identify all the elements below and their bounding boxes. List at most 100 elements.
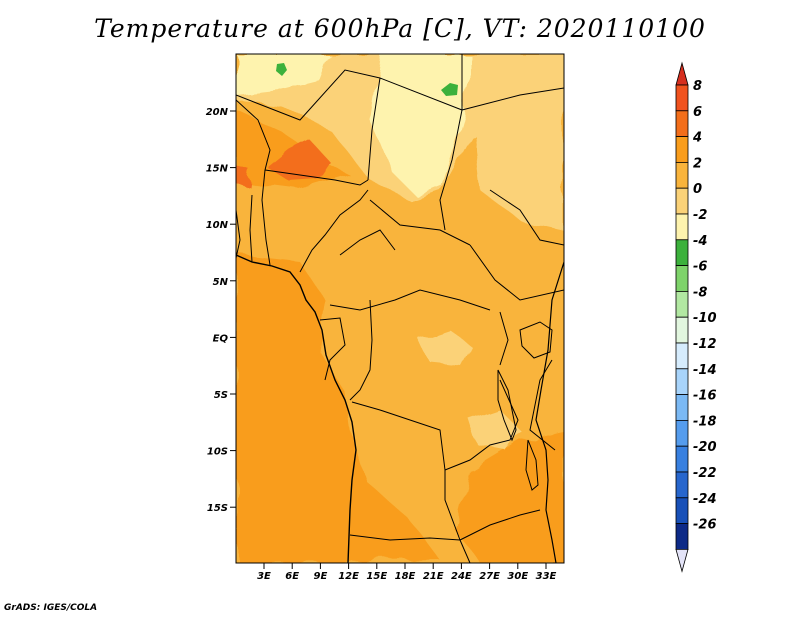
colorbar: 8 6 4 2 0 -2 -4 -6 -8 -10 -12 -14 -16 -18 -20 -22 -24 -26 — [675, 61, 717, 573]
colorbar-label: -12 — [693, 337, 717, 352]
lat-label: 15S — [207, 503, 228, 514]
colorbar-segment — [675, 316, 689, 344]
colorbar-label: -16 — [693, 389, 717, 404]
lat-label: EQ — [213, 333, 229, 344]
border-libya-chad — [379, 77, 463, 111]
colorbar-bottom-arrow — [675, 549, 689, 573]
lon-label: 24E — [451, 571, 472, 582]
colorbar-segment — [675, 497, 689, 524]
border-togo-ghana — [249, 194, 253, 263]
colorbar-label: 2 — [693, 156, 702, 171]
map-title: Temperature at 600hPa [C], VT: 202011010… — [94, 14, 706, 43]
border-car-chad — [369, 199, 471, 246]
lon-label: 30E — [507, 571, 528, 582]
colorbar-segment — [675, 110, 689, 138]
cool-field-east — [470, 90, 564, 230]
lon-label: 3E — [257, 571, 271, 582]
border-mali-niger — [236, 99, 271, 171]
border-south-sudan — [469, 244, 564, 301]
lon-label: 27E — [479, 571, 500, 582]
colorbar-label: -26 — [693, 518, 717, 533]
border-cameroon-car — [339, 229, 396, 256]
border-angola-zambia — [444, 470, 461, 541]
colorbar-label: -20 — [693, 440, 717, 455]
colorbar-segment — [675, 290, 689, 318]
colorbar-label: -22 — [693, 466, 717, 481]
lat-label: 5N — [213, 277, 229, 288]
cool-patch-congo — [420, 330, 470, 365]
colorbar-segment — [675, 84, 689, 112]
cold-cell-green-ne — [441, 83, 458, 96]
colorbar-segment — [675, 213, 689, 241]
colorbar-label: -8 — [693, 285, 707, 300]
border-drc-zambia — [444, 379, 519, 471]
colorbar-segment — [675, 419, 689, 447]
lake-victoria — [519, 321, 553, 359]
border-niger-chad — [367, 77, 381, 181]
colorbar-segment — [675, 394, 689, 421]
temperature-field — [236, 54, 564, 563]
border-drc-uganda — [499, 311, 509, 366]
colorbar-segment — [675, 342, 689, 370]
grads-credit: GrADS: IGES/COLA — [4, 603, 98, 613]
lat-label: 10N — [206, 220, 229, 231]
lat-label: 20N — [206, 107, 229, 118]
border-nigeria-cameroon — [299, 189, 369, 273]
colorbar-segment — [675, 239, 689, 267]
longitude-axis: 3E 6E 9E 12E 15E 18E 21E 24E 27E 30E 33E — [257, 563, 557, 582]
lon-label: 6E — [285, 571, 299, 582]
lon-label: 21E — [423, 571, 444, 582]
colorbar-label: 6 — [693, 105, 702, 120]
warm-field-west — [236, 255, 440, 563]
border-sudan-chad — [439, 109, 463, 231]
cold-cell-green-nw — [276, 63, 287, 76]
coastline-east — [535, 261, 564, 563]
border-drc-angola — [351, 401, 446, 471]
hot-spot-west — [236, 165, 250, 188]
lake-tanganyika — [497, 369, 517, 442]
hot-spot-nigeria — [268, 140, 330, 182]
border-angola-namibia — [349, 534, 461, 541]
colorbar-label: -4 — [693, 234, 707, 249]
coastline-west — [236, 254, 357, 563]
border-botswana — [459, 539, 471, 563]
colorbar-label: 4 — [692, 131, 702, 146]
colorbar-segment — [675, 445, 689, 473]
colorbar-label: -6 — [693, 260, 707, 275]
colorbar-segment — [675, 161, 689, 189]
border-nigeria-benin — [261, 169, 271, 266]
lat-label: 10S — [207, 447, 228, 458]
border-tanzania — [529, 359, 556, 451]
map-frame — [235, 53, 565, 564]
colorbar-label: -2 — [693, 208, 707, 223]
colorbar-segment — [675, 523, 689, 550]
lon-label: 15E — [366, 571, 387, 582]
border-ethiopia — [489, 189, 564, 246]
lon-label: 12E — [338, 571, 359, 582]
colorbar-label: 8 — [693, 79, 702, 94]
latitude-axis: 20N 15N 10N 5N EQ 5S 10S 15S — [206, 107, 236, 514]
colorbar-top-arrow — [675, 61, 689, 86]
colorbar-label: -24 — [693, 492, 717, 507]
border-zambia-zimbabwe — [459, 509, 541, 541]
colorbar-segment — [675, 368, 689, 395]
colorbar-label: 0 — [693, 182, 702, 197]
border-gabon-congo — [319, 317, 346, 381]
lat-label: 15N — [206, 164, 229, 175]
border-nigeria-niger — [264, 169, 369, 186]
lake-malawi — [525, 439, 539, 491]
colorbar-label: -10 — [693, 311, 717, 326]
border-car-drc — [329, 289, 491, 311]
colorbar-segment — [675, 187, 689, 215]
colorbar-segment — [675, 136, 689, 163]
border-ghana-ivory — [236, 209, 241, 259]
country-borders — [236, 54, 564, 563]
colorbar-label: -14 — [693, 363, 717, 378]
colorbar-segment — [675, 471, 689, 499]
cool-patch-south — [470, 410, 520, 450]
lon-label: 33E — [536, 571, 557, 582]
lon-label: 18E — [395, 571, 416, 582]
colorbar-label: -18 — [693, 414, 717, 429]
border-congo-drc — [349, 299, 373, 401]
